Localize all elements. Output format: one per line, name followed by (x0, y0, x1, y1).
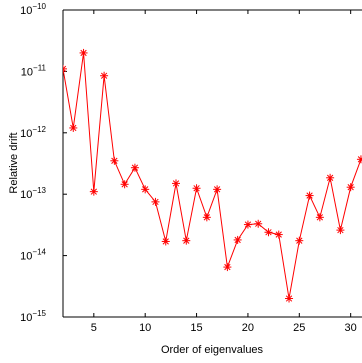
x-tick-label: 10 (139, 322, 151, 334)
data-point-marker (326, 173, 335, 182)
data-point-marker (233, 235, 242, 244)
y-tick-label: 10−10 (20, 2, 46, 17)
data-point-marker (315, 213, 324, 222)
data-point-marker (295, 236, 304, 245)
y-tick-label: 10−11 (21, 63, 47, 78)
data-point-marker (172, 179, 181, 188)
data-point-marker (110, 156, 119, 165)
data-point-marker (182, 236, 191, 245)
data-point-marker (89, 187, 98, 196)
x-tick-label: 25 (293, 322, 305, 334)
data-point-marker (254, 219, 263, 228)
data-point-marker (274, 230, 283, 239)
data-point-marker (120, 180, 129, 189)
data-point-marker (356, 155, 362, 164)
x-tick-label: 15 (190, 322, 202, 334)
data-point-marker (79, 48, 88, 57)
series-drift (63, 48, 362, 303)
x-tick-label: 20 (242, 322, 254, 334)
data-point-marker (192, 184, 201, 193)
y-tick-label: 10−12 (20, 125, 46, 140)
tick-marks (63, 9, 352, 318)
data-point-marker (141, 185, 150, 194)
series-line (63, 52, 362, 299)
data-point-marker (151, 197, 160, 206)
data-point-marker (213, 185, 222, 194)
data-point-marker (264, 228, 273, 237)
data-point-marker (305, 191, 314, 200)
data-point-marker (161, 237, 170, 246)
y-tick-labels: 10−15 10−14 10−13 10−12 10−11 10−10 (20, 2, 46, 324)
y-axis-label: Relative drift (8, 132, 20, 193)
axes (62, 9, 362, 318)
data-point-marker (69, 123, 78, 132)
data-point-marker (130, 163, 139, 172)
y-tick-label: 10−14 (20, 248, 46, 263)
x-tick-label: 30 (345, 322, 357, 334)
x-tick-labels: 5 10 15 20 25 30 (91, 322, 357, 334)
data-point-marker (346, 183, 355, 192)
data-point-marker (100, 71, 109, 80)
data-point-marker (243, 220, 252, 229)
data-point-marker (285, 294, 294, 303)
y-tick-label: 10−15 (20, 309, 46, 324)
x-axis-label: Order of eigenvalues (161, 344, 264, 356)
data-point-marker (63, 64, 67, 73)
data-point-marker (223, 263, 232, 272)
data-point-marker (336, 226, 345, 235)
y-tick-label: 10−13 (20, 186, 46, 201)
x-tick-label: 5 (91, 322, 97, 334)
data-point-marker (202, 213, 211, 222)
